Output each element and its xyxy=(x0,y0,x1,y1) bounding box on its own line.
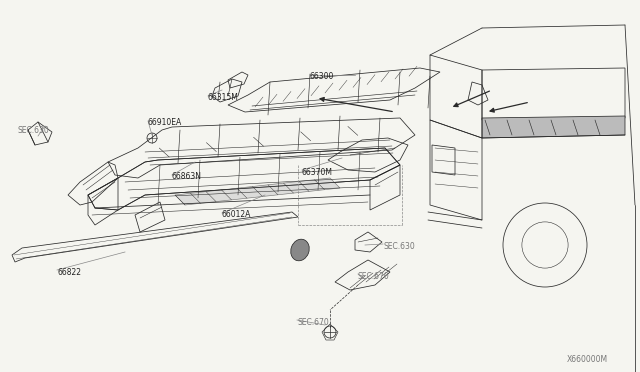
Text: 66910EA: 66910EA xyxy=(148,118,182,127)
Text: X660000M: X660000M xyxy=(567,355,608,364)
Text: 66863N: 66863N xyxy=(172,172,202,181)
Text: SEC.630: SEC.630 xyxy=(18,126,50,135)
Text: 66370M: 66370M xyxy=(302,168,333,177)
Polygon shape xyxy=(482,116,625,138)
Text: 66300: 66300 xyxy=(310,72,334,81)
Text: 66822: 66822 xyxy=(57,268,81,277)
Polygon shape xyxy=(175,178,340,205)
Ellipse shape xyxy=(291,239,309,261)
Text: SEC.630: SEC.630 xyxy=(383,242,415,251)
Text: 66012A: 66012A xyxy=(222,210,252,219)
Text: SEC.670: SEC.670 xyxy=(297,318,329,327)
Text: 66315M: 66315M xyxy=(208,93,239,102)
Text: SEC.670: SEC.670 xyxy=(358,272,390,281)
